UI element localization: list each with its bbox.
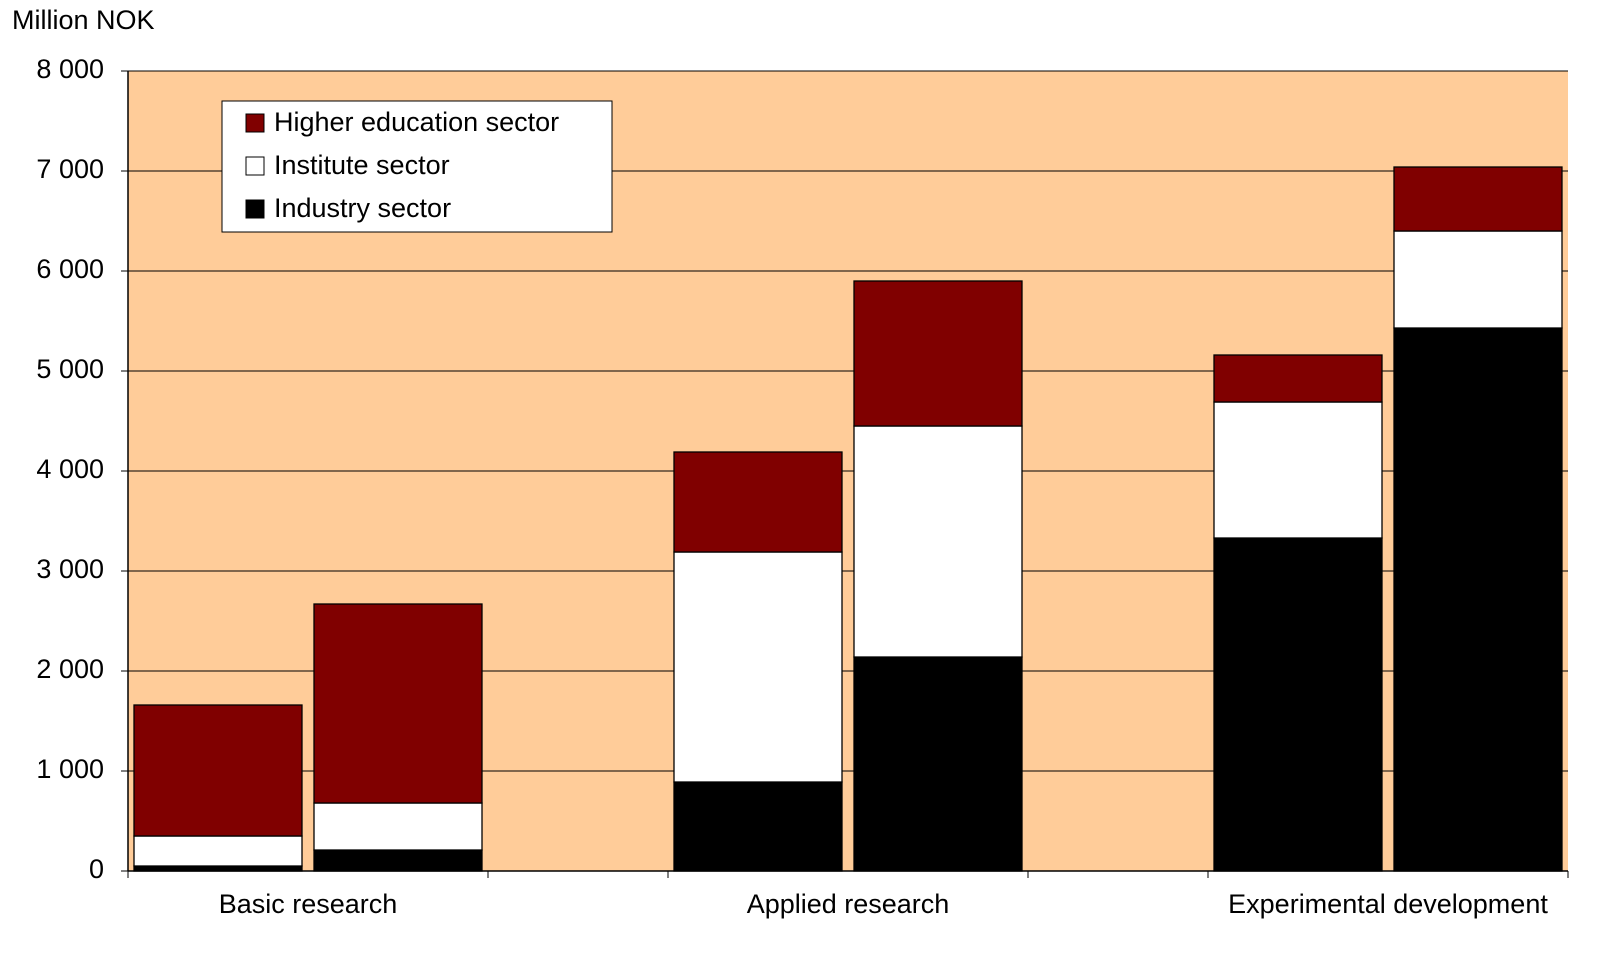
bar-segment — [853, 280, 1023, 427]
y-axis-label: Million NOK — [12, 5, 155, 35]
y-tick-label: 2 000 — [36, 654, 104, 684]
y-tick-label: 8 000 — [36, 54, 104, 84]
bar-segment — [1213, 401, 1383, 539]
bar-segment — [313, 802, 483, 851]
bar-segment — [1393, 230, 1563, 329]
bar-segment — [313, 849, 483, 872]
legend — [221, 100, 613, 233]
y-tick-label: 0 — [89, 854, 104, 884]
bar-segment — [673, 451, 843, 553]
x-tick-label: Applied research — [747, 889, 950, 919]
bar-segment — [1213, 537, 1383, 872]
x-tick-label: Experimental development — [1228, 889, 1548, 919]
y-tick-label: 3 000 — [36, 554, 104, 584]
bar-segment — [673, 781, 843, 872]
legend-swatch — [245, 156, 265, 176]
legend-label: Industry sector — [274, 193, 451, 223]
bar-segment — [133, 704, 303, 837]
y-tick-label: 5 000 — [36, 354, 104, 384]
bar-segment — [1393, 327, 1563, 872]
y-tick-label: 4 000 — [36, 454, 104, 484]
bar-segment — [1393, 166, 1563, 232]
legend-label: Institute sector — [274, 150, 450, 180]
bar-segment — [313, 603, 483, 804]
y-tick-label: 1 000 — [36, 754, 104, 784]
bar-segment — [853, 425, 1023, 658]
bar-segment — [1213, 354, 1383, 403]
y-tick-label: 6 000 — [36, 254, 104, 284]
bar-segment — [133, 835, 303, 867]
bar-segment — [853, 656, 1023, 872]
legend-label: Higher education sector — [274, 107, 559, 137]
y-tick-label: 7 000 — [36, 154, 104, 184]
legend-swatch — [245, 113, 265, 133]
x-tick-label: Basic research — [219, 889, 398, 919]
legend-swatch — [245, 199, 265, 219]
bar-segment — [673, 551, 843, 783]
